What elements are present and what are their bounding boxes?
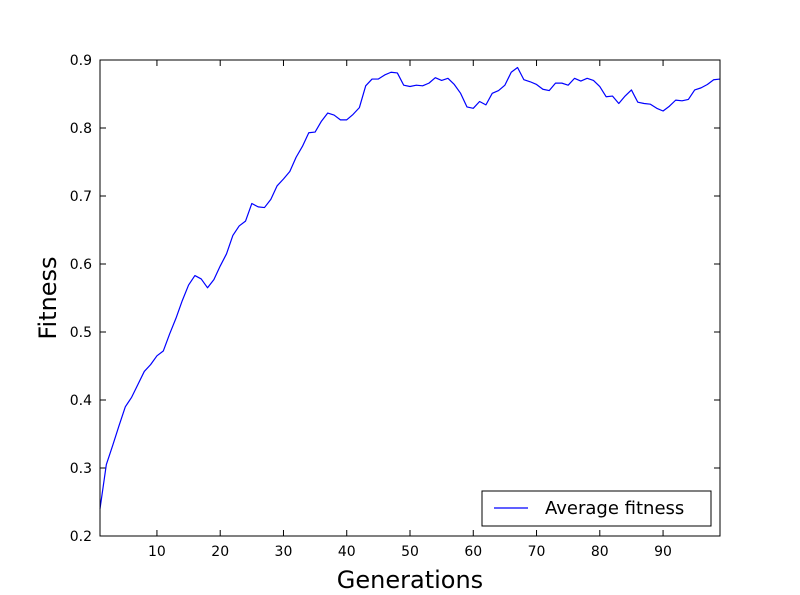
legend: Average fitness bbox=[481, 490, 712, 527]
y-tick-label: 0.3 bbox=[70, 461, 92, 477]
y-tick-label: 0.7 bbox=[70, 189, 92, 205]
y-tick-label: 0.2 bbox=[70, 529, 92, 545]
x-tick-label: 60 bbox=[464, 544, 482, 560]
y-axis-title: Fitness bbox=[34, 256, 62, 339]
x-axis-ticks: 10 20 30 40 50 60 70 80 90 bbox=[148, 60, 672, 560]
x-tick-label: 50 bbox=[401, 544, 419, 560]
x-tick-label: 80 bbox=[591, 544, 609, 560]
legend-label: Average fitness bbox=[545, 498, 684, 519]
x-tick-label: 90 bbox=[654, 544, 672, 560]
x-tick-label: 40 bbox=[338, 544, 356, 560]
y-tick-label: 0.5 bbox=[70, 325, 92, 341]
series-line-average-fitness bbox=[99, 66, 721, 509]
x-tick-label: 70 bbox=[528, 544, 546, 560]
x-tick-label: 30 bbox=[275, 544, 293, 560]
plot-frame bbox=[99, 59, 721, 537]
y-tick-label: 0.9 bbox=[70, 53, 92, 69]
y-tick-label: 0.8 bbox=[70, 121, 92, 137]
x-tick-label: 10 bbox=[148, 544, 166, 560]
y-tick-label: 0.4 bbox=[70, 393, 92, 409]
x-tick-label: 20 bbox=[211, 544, 229, 560]
x-axis-title: Generations bbox=[337, 566, 483, 594]
series-layer bbox=[99, 66, 721, 509]
y-tick-label: 0.6 bbox=[70, 257, 92, 273]
plot-background bbox=[100, 60, 720, 536]
y-axis-ticks: 0.2 0.3 0.4 0.5 0.6 0.7 0.8 0.9 bbox=[70, 53, 720, 545]
